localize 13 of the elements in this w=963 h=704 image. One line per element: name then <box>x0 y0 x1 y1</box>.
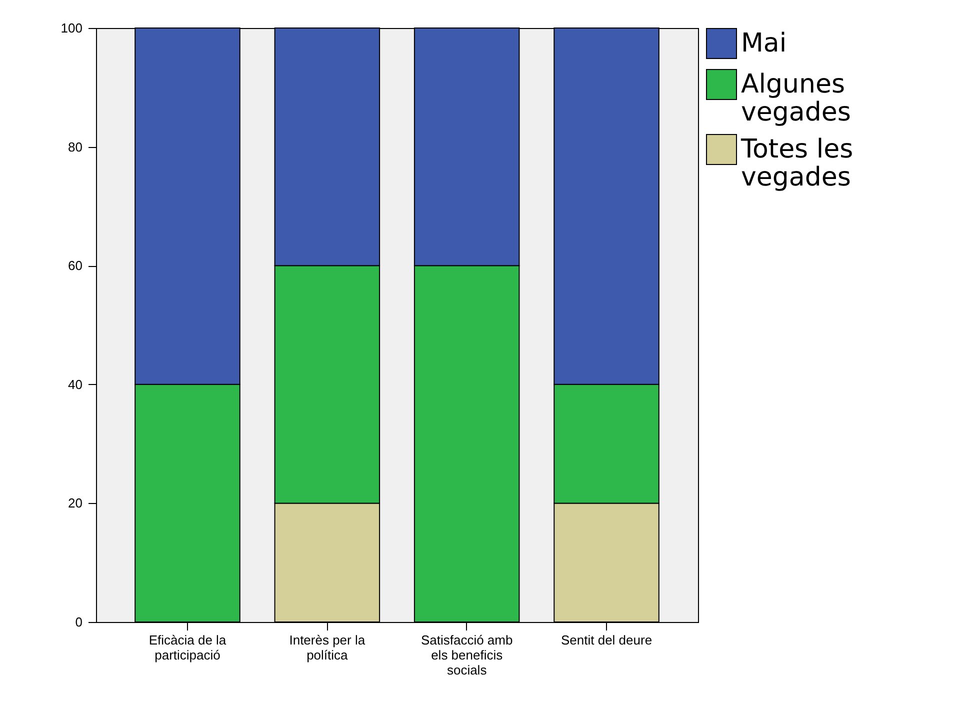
legend-label: Mai <box>741 28 787 58</box>
y-tick-label: 60 <box>68 258 82 274</box>
y-tick-label: 80 <box>68 139 82 154</box>
legend-label: Algunes vegades <box>741 70 851 128</box>
x-tick-label: Satisfacció amb els beneficis socials <box>420 632 513 678</box>
y-tick-label: 20 <box>68 496 82 511</box>
legend-label: Totes les vegades <box>740 134 854 192</box>
y-tick-label: 100 <box>60 20 82 36</box>
y-tick-label: 0 <box>75 614 82 630</box>
y-tick-label: 40 <box>68 376 82 392</box>
x-tick-label: Sentit del deure <box>560 632 652 648</box>
x-tick-label: Eficàcia de la participació <box>148 632 227 662</box>
x-tick-label: Interès per la política <box>289 632 366 662</box>
